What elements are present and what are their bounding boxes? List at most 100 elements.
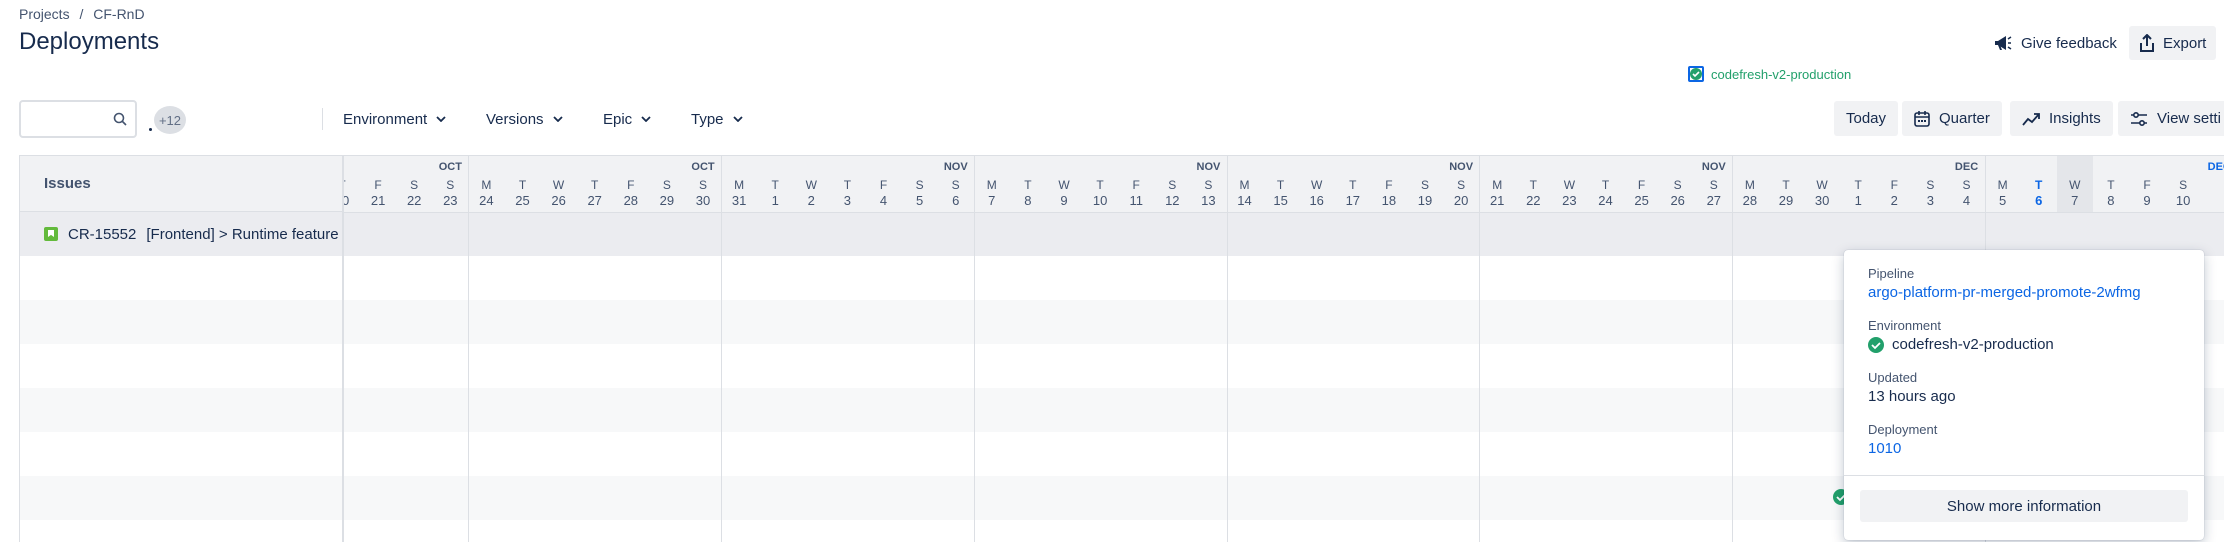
chart-trend-icon <box>2022 112 2040 126</box>
day-number: 31 <box>731 193 747 208</box>
show-more-information-button[interactable]: Show more information <box>1860 490 2188 522</box>
day-name: T <box>843 178 852 192</box>
environment-label: Environment <box>1868 318 1941 333</box>
day-number: 23 <box>1562 193 1577 208</box>
timeline-day: M 31 <box>721 156 757 212</box>
issues-header: Issues <box>20 156 342 212</box>
chevron-down-icon <box>641 116 651 122</box>
environment-filter[interactable]: Environment <box>343 106 446 132</box>
timeline-day: T 15 <box>1263 156 1299 212</box>
day-number: 1 <box>771 193 779 208</box>
day-number: 4 <box>879 193 888 208</box>
day-name: S <box>446 178 455 192</box>
type-filter[interactable]: Type <box>691 106 743 132</box>
breadcrumb: Projects / CF-RnD <box>19 6 151 22</box>
breadcrumb-separator: / <box>79 6 84 22</box>
day-name: S <box>951 178 960 192</box>
week-divider <box>1226 156 1228 542</box>
day-number: 12 <box>1165 193 1180 208</box>
chevron-down-icon <box>732 116 743 122</box>
timeline-day: F 25 <box>1624 156 1660 212</box>
day-number: 9 <box>2143 193 2151 208</box>
day-name: T <box>2107 178 2115 192</box>
day-name: S <box>1926 178 1935 192</box>
breadcrumb-project[interactable]: CF-RnD <box>93 6 145 22</box>
deployment-tag-label: codefresh-v2-production <box>1711 66 1852 82</box>
day-name: F <box>879 178 888 192</box>
day-name: T <box>591 178 599 192</box>
page-title: Deployments <box>19 28 160 55</box>
timeline-day: F 21 <box>360 156 396 212</box>
day-number: 11 <box>1129 193 1143 208</box>
insights-label: Insights <box>2049 110 2101 127</box>
day-number: 30 <box>695 193 711 208</box>
timeline-day: F 11 <box>1118 156 1154 212</box>
day-name: M <box>481 178 492 192</box>
deployment-popup: Pipeline argo-platform-pr-merged-promote… <box>1844 250 2204 540</box>
issue-summary: [Frontend] > Runtime feature <box>146 225 339 243</box>
deployment-check-icon <box>1688 66 1704 82</box>
timeline-day: M 21 <box>1479 156 1515 212</box>
day-name: S <box>698 178 707 192</box>
day-name: S <box>1168 178 1177 192</box>
day-name: W <box>2069 178 2081 192</box>
epic-filter-label: Epic <box>603 110 633 128</box>
today-button[interactable]: Today <box>1834 101 1899 136</box>
timeline-day: M 28 <box>1732 156 1768 212</box>
day-name: S <box>410 178 419 192</box>
timeline-month: DEC <box>2207 161 2224 173</box>
day-number: 16 <box>1309 193 1324 208</box>
day-number: 7 <box>2071 193 2079 208</box>
pipeline-label: Pipeline <box>1868 266 1915 281</box>
give-feedback-button[interactable]: Give feedback <box>1983 26 2127 60</box>
day-number: 6 <box>2035 193 2043 208</box>
timeline-day: S 19 <box>1407 156 1443 212</box>
quarter-label: Quarter <box>1939 110 1990 127</box>
today-label: Today <box>1846 110 1887 127</box>
day-name: F <box>2143 178 2151 192</box>
filter-divider <box>322 108 323 130</box>
export-button[interactable]: Export <box>2129 26 2217 60</box>
day-number: 5 <box>915 193 924 208</box>
more-assignees-badge[interactable]: +12 <box>154 106 186 134</box>
timeline-day: T 10 <box>1082 156 1118 212</box>
day-number: 27 <box>587 193 602 208</box>
day-number: 25 <box>515 193 530 208</box>
success-check-icon <box>1868 336 1884 353</box>
breadcrumb-projects[interactable]: Projects <box>19 6 70 22</box>
environment-filter-label: Environment <box>343 110 428 128</box>
insights-button[interactable]: Insights <box>2010 101 2113 136</box>
deployment-link[interactable]: 1010 <box>1868 440 1902 457</box>
type-filter-label: Type <box>691 110 724 128</box>
day-number: 26 <box>551 193 566 208</box>
issue-key[interactable]: CR-15552 <box>68 225 137 243</box>
issue-row[interactable]: CR-15552 [Frontend] > Runtime feature <box>20 212 342 256</box>
day-name: T <box>771 178 779 192</box>
export-label: Export <box>2163 34 2207 52</box>
timeline-day: S 26 <box>1660 156 1696 212</box>
search-input[interactable] <box>19 100 137 138</box>
day-number: 6 <box>952 193 960 208</box>
timeline-header: T20F21S22S23M24T25W26T27F28S29S30M31T1W2… <box>335 156 2224 213</box>
week-divider <box>973 156 975 542</box>
day-name: S <box>1204 178 1213 192</box>
view-settings-button[interactable]: View setti <box>2118 101 2224 136</box>
day-name: T <box>1529 178 1537 192</box>
quarter-button[interactable]: Quarter <box>1902 101 2002 136</box>
day-name: W <box>552 178 565 192</box>
versions-filter[interactable]: Versions <box>486 106 563 132</box>
timeline-day: S 13 <box>1190 156 1226 212</box>
timeline-day: W 26 <box>541 156 577 212</box>
deployment-tag[interactable]: codefresh-v2-production <box>1688 66 1851 82</box>
export-icon <box>2140 34 2154 52</box>
pipeline-link[interactable]: argo-platform-pr-merged-promote-2wfmg <box>1868 284 2141 301</box>
day-number: 2 <box>1890 193 1898 208</box>
epic-filter[interactable]: Epic <box>603 106 651 132</box>
timeline-day: M 24 <box>468 156 504 212</box>
